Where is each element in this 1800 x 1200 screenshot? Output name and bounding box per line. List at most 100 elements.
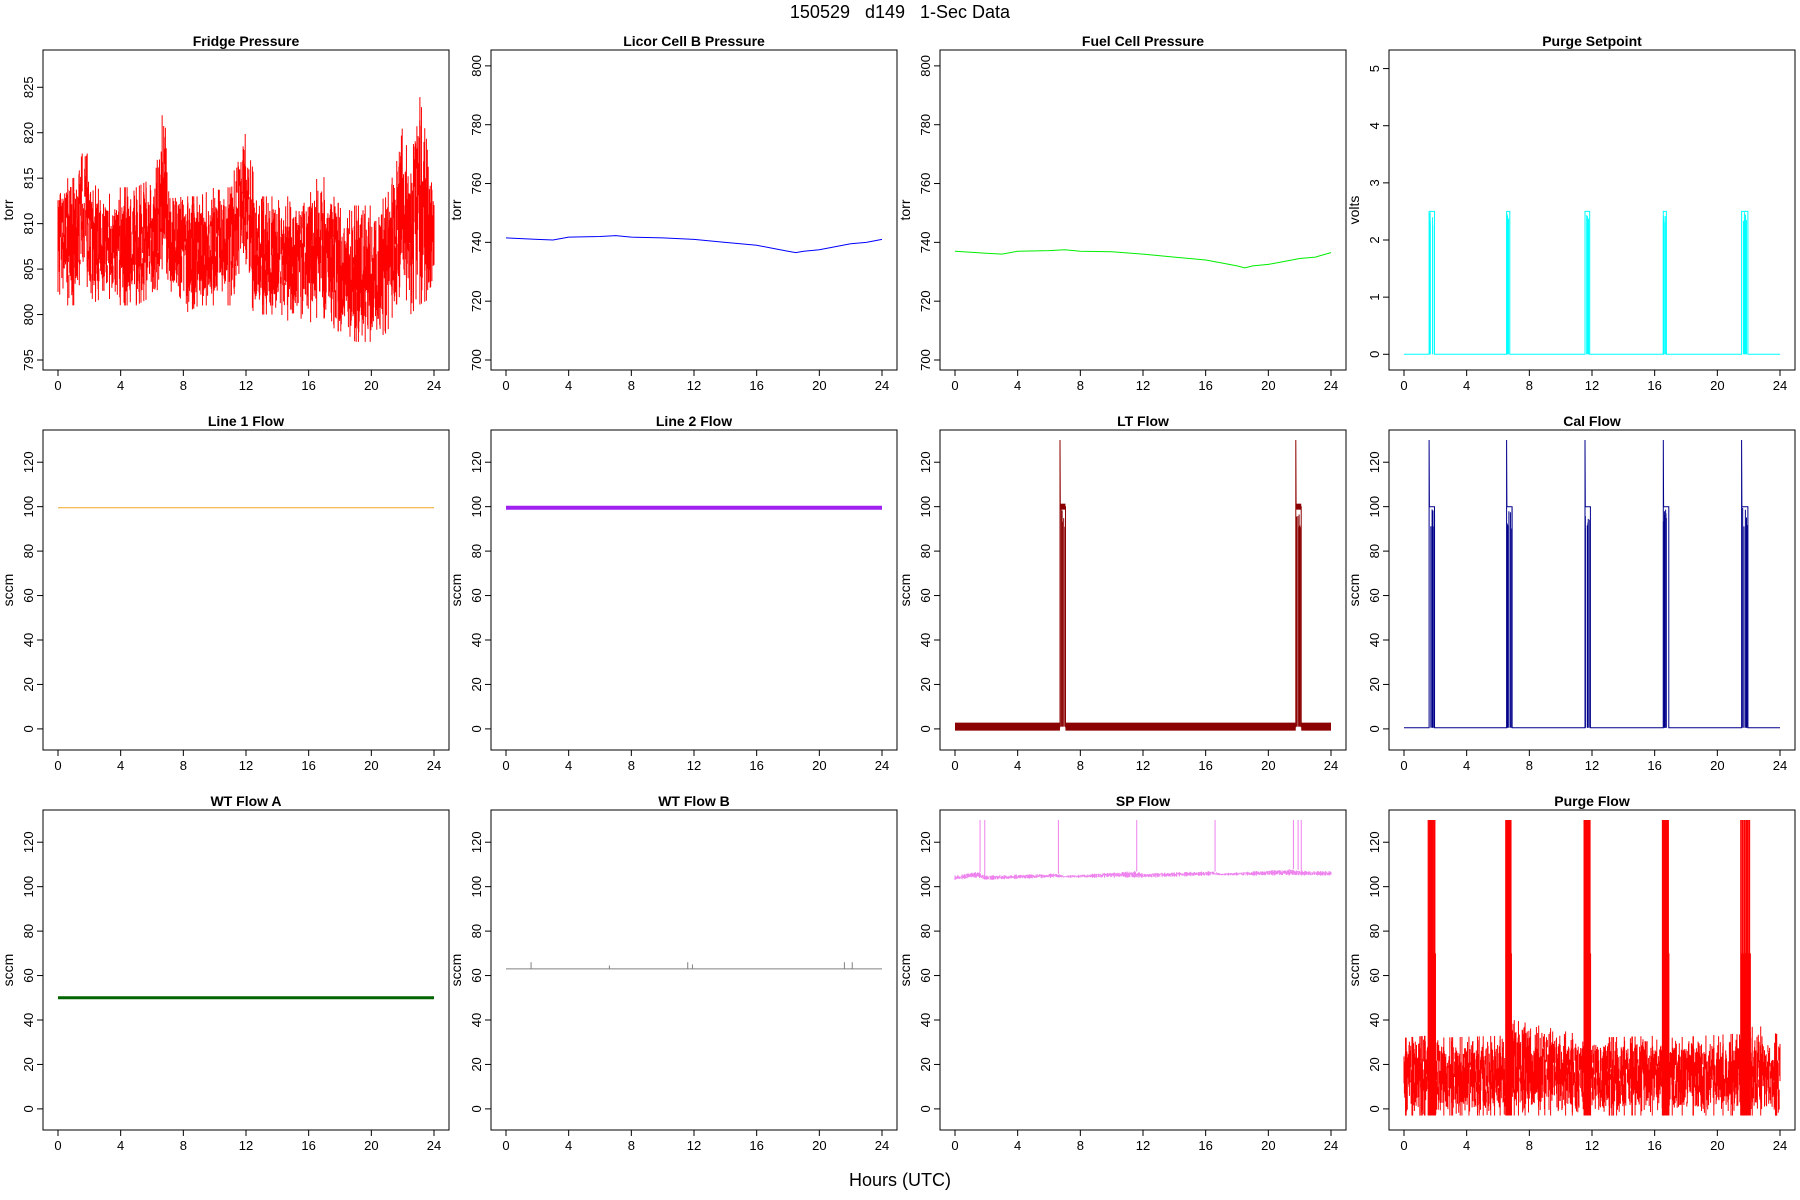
y-tick-label-2-2: 740 <box>918 232 933 254</box>
chart-6: LT Flow sccm 0 4 8 12 16 20 24 0 20 40 60 80 100 120 <box>897 413 1347 773</box>
y-tick-label-2-1: 720 <box>918 290 933 312</box>
y-axis-label-8: sccm <box>0 954 16 987</box>
chart-2: Fuel Cell Pressure torr 0 4 8 12 16 20 24 700 720 7… <box>897 33 1347 393</box>
x-tick-label-11-3: 12 <box>1585 1138 1599 1153</box>
y-tick-label-4-4: 80 <box>21 544 36 558</box>
x-tick-label-9-6: 24 <box>875 1138 889 1153</box>
y-tick-label-11-3: 60 <box>1367 968 1382 982</box>
y-tick-label-0-0: 795 <box>21 349 36 371</box>
x-tick-label-9-0: 0 <box>502 1138 509 1153</box>
y-tick-label-3-4: 4 <box>1367 122 1382 129</box>
plot-area-7 <box>1404 439 1780 729</box>
y-tick-label-8-2: 40 <box>21 1013 36 1027</box>
y-tick-label-9-5: 100 <box>469 876 484 898</box>
plot-area-6 <box>955 439 1331 731</box>
x-tick-label-3-5: 20 <box>1710 378 1724 393</box>
y-tick-label-1-4: 780 <box>469 114 484 136</box>
x-tick-label-10-0: 0 <box>951 1138 958 1153</box>
x-tick-label-6-3: 12 <box>1136 758 1150 773</box>
plot-frame-0 <box>42 49 450 371</box>
x-axis-label: Hours (UTC) <box>849 1170 951 1190</box>
y-tick-label-1-0: 700 <box>469 349 484 371</box>
y-tick-label-3-3: 3 <box>1367 179 1382 186</box>
y-tick-label-6-6: 120 <box>918 451 933 473</box>
x-tick-label-3-4: 16 <box>1647 378 1661 393</box>
x-tick-label-6-5: 20 <box>1261 758 1275 773</box>
y-tick-label-7-1: 20 <box>1367 677 1382 691</box>
series-line-6 <box>955 439 1331 728</box>
y-tick-label-6-3: 60 <box>918 588 933 602</box>
x-tick-label-10-4: 16 <box>1198 1138 1212 1153</box>
y-tick-label-10-5: 100 <box>918 876 933 898</box>
y-axis-label-6: sccm <box>897 574 913 607</box>
x-tick-label-5-2: 8 <box>628 758 635 773</box>
y-tick-label-11-5: 100 <box>1367 876 1382 898</box>
x-tick-label-6-0: 0 <box>951 758 958 773</box>
page-title: 150529 d149 1-Sec Data <box>789 2 1011 22</box>
x-tick-label-11-6: 24 <box>1773 1138 1787 1153</box>
y-tick-label-10-6: 120 <box>918 831 933 853</box>
plot-area-11 <box>1403 820 1781 1116</box>
series-line-3 <box>1404 210 1780 355</box>
y-axis-label-3: volts <box>1346 196 1362 225</box>
x-tick-label-5-1: 4 <box>565 758 572 773</box>
chart-title-6: LT Flow <box>1117 413 1169 429</box>
y-tick-label-11-6: 120 <box>1367 831 1382 853</box>
y-tick-label-7-0: 0 <box>1367 725 1382 732</box>
y-tick-label-2-5: 800 <box>918 55 933 77</box>
chart-9: WT Flow B sccm 0 4 8 12 16 20 24 0 20 40 60 80 100 120 <box>448 793 898 1153</box>
x-tick-label-9-5: 20 <box>812 1138 826 1153</box>
y-tick-label-6-1: 20 <box>918 677 933 691</box>
x-tick-label-7-3: 12 <box>1585 758 1599 773</box>
x-tick-label-6-4: 16 <box>1198 758 1212 773</box>
plot-frame-1 <box>490 49 898 371</box>
x-tick-label-2-6: 24 <box>1324 378 1338 393</box>
y-tick-label-3-2: 2 <box>1367 236 1382 243</box>
x-tick-label-0-0: 0 <box>54 378 61 393</box>
y-tick-label-9-4: 80 <box>469 924 484 938</box>
y-tick-label-5-0: 0 <box>469 725 484 732</box>
chart-title-9: WT Flow B <box>658 793 730 809</box>
x-tick-label-10-1: 4 <box>1014 1138 1021 1153</box>
y-tick-label-4-3: 60 <box>21 588 36 602</box>
x-tick-label-9-3: 12 <box>687 1138 701 1153</box>
x-tick-label-8-0: 0 <box>54 1138 61 1153</box>
plot-area-3 <box>1404 210 1780 355</box>
y-tick-label-2-0: 700 <box>918 349 933 371</box>
y-tick-label-7-4: 80 <box>1367 544 1382 558</box>
y-tick-label-0-1: 800 <box>21 304 36 326</box>
chart-11: Purge Flow sccm 0 4 8 12 16 20 24 0 20 40 60 80 100 120 <box>1346 793 1796 1153</box>
x-tick-label-9-1: 4 <box>565 1138 572 1153</box>
x-tick-label-3-1: 4 <box>1463 378 1470 393</box>
x-tick-label-5-6: 24 <box>875 758 889 773</box>
y-tick-label-9-0: 0 <box>469 1105 484 1112</box>
chart-5: Line 2 Flow sccm 0 4 8 12 16 20 24 0 20 40 60 80 100 12… <box>448 413 898 773</box>
y-tick-label-9-6: 120 <box>469 831 484 853</box>
x-tick-label-3-0: 0 <box>1400 378 1407 393</box>
y-tick-label-1-2: 740 <box>469 232 484 254</box>
x-tick-label-7-6: 24 <box>1773 758 1787 773</box>
plot-frame-3 <box>1388 49 1796 371</box>
chart-title-4: Line 1 Flow <box>208 413 284 429</box>
x-tick-label-10-6: 24 <box>1324 1138 1338 1153</box>
y-tick-label-9-3: 60 <box>469 968 484 982</box>
y-tick-label-5-1: 20 <box>469 677 484 691</box>
x-tick-label-2-2: 8 <box>1077 378 1084 393</box>
y-tick-label-6-5: 100 <box>918 496 933 518</box>
x-tick-label-7-5: 20 <box>1710 758 1724 773</box>
x-tick-label-5-5: 20 <box>812 758 826 773</box>
x-tick-label-2-0: 0 <box>951 378 958 393</box>
y-tick-label-4-6: 120 <box>21 451 36 473</box>
y-tick-label-7-2: 40 <box>1367 633 1382 647</box>
x-tick-label-0-1: 4 <box>117 378 124 393</box>
x-tick-label-4-6: 24 <box>427 758 441 773</box>
y-tick-label-2-4: 780 <box>918 114 933 136</box>
x-tick-label-9-2: 8 <box>628 1138 635 1153</box>
y-tick-label-6-0: 0 <box>918 725 933 732</box>
y-tick-label-8-4: 80 <box>21 924 36 938</box>
x-tick-label-9-4: 16 <box>749 1138 763 1153</box>
x-tick-label-1-3: 12 <box>687 378 701 393</box>
y-axis-label-11: sccm <box>1346 954 1362 987</box>
